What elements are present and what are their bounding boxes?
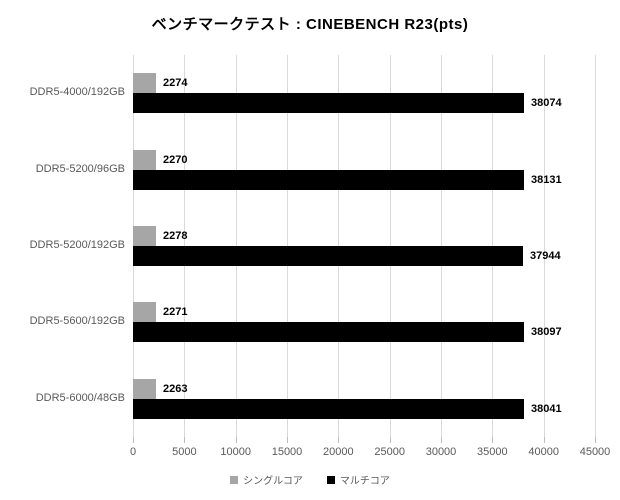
- bar-single-core: [133, 378, 156, 399]
- legend-label: マルチコア: [339, 476, 390, 487]
- data-label: 2274: [163, 77, 188, 90]
- data-label: 2263: [163, 382, 188, 395]
- axis-tick-mark: [441, 437, 442, 443]
- legend-swatch-icon: [230, 475, 239, 484]
- x-axis-tick-label: 0: [129, 446, 137, 458]
- category-label: DDR5-5200/192GB: [29, 239, 125, 251]
- chart-title: ベンチマークテスト : CINEBENCH R23(pts): [151, 16, 469, 33]
- x-axis-tick-label: 35000: [477, 446, 508, 458]
- x-axis-tick-label: 25000: [374, 446, 405, 458]
- axis-tick-mark: [184, 437, 186, 443]
- category-label: DDR5-4000/192GB: [29, 86, 125, 99]
- bar-multi-core: [133, 93, 524, 114]
- x-axis-tick-label: 30000: [425, 446, 457, 458]
- data-label: 37944: [530, 250, 561, 262]
- axis-tick-mark: [595, 437, 596, 443]
- axis-tick-mark: [133, 437, 134, 443]
- axis-tick-mark: [389, 437, 391, 443]
- category-label: DDR5-5200/96GB: [35, 162, 125, 175]
- axis-tick-mark: [287, 437, 288, 443]
- x-axis-tick-label: 20000: [323, 446, 354, 458]
- bar-multi-core: [133, 246, 523, 266]
- axis-tick-mark: [492, 437, 494, 443]
- x-axis-tick-label: 45000: [579, 446, 611, 458]
- x-axis-tick-label: 15000: [271, 446, 303, 458]
- axis-tick-mark: [543, 437, 545, 443]
- plot-area: 2274 38074 2270 38131 2278 37944 2271 38097 2263…: [133, 55, 596, 443]
- legend-item: シングルコア: [230, 472, 303, 487]
- bar-multi-core: [133, 322, 524, 343]
- x-axis-tick-label: 40000: [528, 446, 559, 458]
- axis-tick-mark: [338, 437, 340, 443]
- gridline: [543, 55, 545, 437]
- legend: シングルコア マルチコア: [0, 472, 620, 487]
- data-label: 2271: [163, 306, 188, 319]
- x-axis-tick-label: 10000: [220, 446, 251, 458]
- category-label: DDR5-6000/48GB: [35, 391, 125, 404]
- bar-multi-core: [133, 169, 524, 190]
- x-axis-tick-label: 5000: [172, 446, 197, 458]
- data-label: 38074: [531, 97, 562, 110]
- data-label: 38131: [531, 173, 562, 186]
- category-label: DDR5-5600/192GB: [29, 315, 125, 328]
- data-label: 38041: [531, 402, 562, 415]
- axis-tick-mark: [235, 437, 237, 443]
- bar-single-core: [133, 73, 156, 94]
- legend-swatch-icon: [326, 475, 335, 484]
- gridline: [595, 55, 596, 437]
- bar-single-core: [133, 226, 156, 246]
- legend-label: シングルコア: [243, 476, 303, 487]
- bar-multi-core: [133, 398, 524, 419]
- data-label: 2278: [163, 230, 188, 242]
- legend-item: マルチコア: [326, 472, 390, 487]
- data-label: 2270: [163, 153, 188, 166]
- data-label: 38097: [531, 326, 562, 339]
- bar-single-core: [133, 302, 156, 323]
- bar-single-core: [133, 149, 156, 170]
